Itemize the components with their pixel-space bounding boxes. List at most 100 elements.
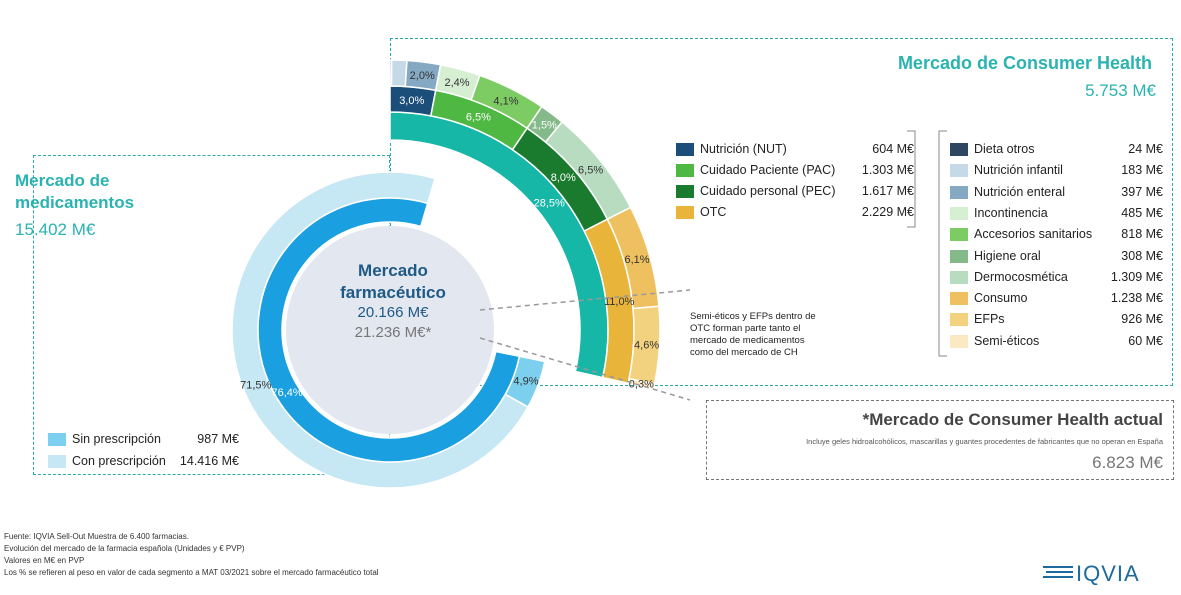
consumer-health-value: 5.753 M€ bbox=[1085, 81, 1156, 100]
legend-swatch bbox=[950, 164, 968, 178]
legend-label: Cuidado Paciente (PAC) bbox=[700, 163, 836, 177]
legend-label: Sin prescripción bbox=[72, 432, 161, 446]
legend-value: 818 M€ bbox=[1121, 227, 1163, 242]
legend-item: Dieta otros 24 M€ bbox=[950, 141, 1165, 159]
legend-item: Higiene oral 308 M€ bbox=[950, 248, 1165, 266]
legend-label: Incontinencia bbox=[974, 205, 1048, 220]
medicamentos-value: 15.402 M€ bbox=[15, 220, 96, 239]
legend-swatch bbox=[950, 313, 968, 327]
center-title-line1: Mercado bbox=[358, 261, 428, 280]
iqvia-logo-icon bbox=[1043, 566, 1073, 578]
legend-value: 1.238 M€ bbox=[1110, 291, 1163, 306]
inner-ring-label-mercado-de-medicamentos: 76,4% bbox=[272, 387, 303, 399]
legend-value: 2.229 M€ bbox=[861, 205, 914, 219]
legend-item: Accesorios sanitarios 818 M€ bbox=[950, 226, 1165, 244]
legend-value: 14.416 M€ bbox=[179, 454, 239, 468]
semi-eticos-note: Semi-éticos y EFPs dentro de OTC forman … bbox=[690, 311, 816, 358]
legend-swatch bbox=[950, 334, 968, 348]
legend-value: 1.309 M€ bbox=[1110, 269, 1163, 284]
middle-ring-label-cuidado-personal-pec: 8,0% bbox=[551, 172, 576, 184]
middle-ring-label-nutricion-nut: 3,0% bbox=[399, 95, 424, 107]
legend-swatch bbox=[950, 143, 968, 156]
outer-ring-label-semi-eticos: 0,3% bbox=[629, 379, 654, 391]
legend-value: 60 M€ bbox=[1128, 333, 1163, 348]
legend-swatch bbox=[676, 185, 694, 198]
legend-item: Nutrición infantil 183 M€ bbox=[950, 162, 1165, 180]
legend-label: Nutrición infantil bbox=[974, 163, 1063, 178]
legend-value: 183 M€ bbox=[1121, 163, 1163, 178]
source-line: Fuente: IQVIA Sell-Out Muestra de 6.400 … bbox=[4, 532, 189, 541]
legend-bracket-main bbox=[907, 130, 916, 228]
legend-label: EFPs bbox=[974, 312, 1005, 327]
legend-label: Consumo bbox=[974, 291, 1028, 306]
legend-swatch bbox=[950, 249, 968, 263]
legend-item: Nutrición enteral 397 M€ bbox=[950, 184, 1165, 202]
legend-swatch bbox=[676, 206, 694, 219]
legend-item: EFPs 926 M€ bbox=[950, 311, 1165, 329]
outer-ring-label-incontinencia: 2,4% bbox=[444, 77, 469, 89]
medicamentos-title-line2: medicamentos bbox=[15, 193, 135, 212]
connector-bottom bbox=[479, 337, 691, 401]
middle-ring-label-otc: 11,0% bbox=[604, 296, 635, 308]
legend-item: Consumo 1.238 M€ bbox=[950, 290, 1165, 308]
legend-value: 485 M€ bbox=[1121, 205, 1163, 220]
outer-ring-label-dermocosmetica: 6,5% bbox=[578, 164, 603, 176]
center-title-line2: farmacéutico bbox=[340, 283, 446, 302]
inner-ring-label-consumer-health: 28,5% bbox=[534, 197, 565, 209]
middle-ring-label-sin-prescripcion: 4,9% bbox=[513, 375, 538, 387]
legend-value: 604 M€ bbox=[872, 142, 914, 156]
legend-swatch bbox=[48, 433, 66, 446]
legend-swatch bbox=[676, 143, 694, 156]
ch-actual-value: 6.823 M€ bbox=[1092, 453, 1163, 472]
center-title: Mercado farmacéutico bbox=[318, 260, 468, 304]
legend-label: Cuidado personal (PEC) bbox=[700, 184, 836, 198]
legend-label: Dermocosmética bbox=[974, 269, 1068, 284]
center-value-actual: 21.236 M€* bbox=[354, 324, 432, 341]
outer-ring-semi-eticos bbox=[627, 377, 656, 390]
legend-label: Nutrición (NUT) bbox=[700, 142, 787, 156]
legend-label: Con prescripción bbox=[72, 454, 166, 468]
outer-ring-label-accesorios-sanitarios: 4,1% bbox=[493, 96, 518, 108]
legend-label: Dieta otros bbox=[974, 142, 1035, 156]
center-disc bbox=[286, 226, 494, 434]
legend-sin-prescripcion: Sin prescripción 987 M€ bbox=[48, 431, 243, 449]
connector-top bbox=[479, 289, 691, 311]
legend-label: OTC bbox=[700, 205, 727, 219]
inner-ring-mercado-de-medicamentos bbox=[257, 197, 521, 463]
source-line: Los % se refieren al peso en valor de ca… bbox=[4, 568, 379, 577]
legend-swatch bbox=[676, 164, 694, 177]
legend-item: Dermocosmética 1.309 M€ bbox=[950, 269, 1165, 287]
legend-value: 1.617 M€ bbox=[861, 184, 914, 198]
legend-value: 987 M€ bbox=[197, 432, 239, 446]
outer-ring-label-efps: 4,6% bbox=[634, 340, 659, 352]
legend-value: 24 M€ bbox=[1128, 142, 1163, 156]
consumer-health-title: Mercado de Consumer Health bbox=[897, 53, 1152, 73]
middle-ring-label-con-prescripcion: 71,5% bbox=[240, 380, 271, 392]
legend-value: 397 M€ bbox=[1121, 184, 1163, 199]
legend-label: Accesorios sanitarios bbox=[974, 227, 1093, 242]
legend-item: OTC 2.229 M€ bbox=[676, 204, 916, 222]
source-line: Valores en M€ en PVP bbox=[4, 556, 85, 565]
legend-swatch bbox=[950, 228, 968, 242]
center-value: 20.166 M€ bbox=[357, 304, 429, 321]
legend-value: 308 M€ bbox=[1121, 248, 1163, 263]
outer-ring-label-higiene-oral: 1,5% bbox=[532, 119, 557, 131]
legend-item: Incontinencia 485 M€ bbox=[950, 205, 1165, 223]
legend-item: Cuidado Paciente (PAC) 1.303 M€ bbox=[676, 162, 916, 180]
legend-item: Nutrición (NUT) 604 M€ bbox=[676, 141, 916, 159]
legend-swatch bbox=[950, 270, 968, 284]
legend-item: Semi-éticos 60 M€ bbox=[950, 333, 1165, 351]
legend-swatch bbox=[950, 206, 968, 220]
iqvia-logo-text: IQVIA bbox=[1076, 561, 1140, 586]
outer-ring-nutricion-infantil bbox=[390, 59, 408, 88]
legend-label: Higiene oral bbox=[974, 248, 1041, 263]
source-line: Evolución del mercado de la farmacia esp… bbox=[4, 544, 245, 553]
sources: Fuente: IQVIA Sell-Out Muestra de 6.400 … bbox=[4, 531, 379, 579]
legend-swatch bbox=[48, 455, 66, 468]
ch-actual-note: Incluye geles hidroalcohólicos, mascaril… bbox=[806, 437, 1163, 446]
legend-swatch bbox=[950, 292, 968, 306]
legend-bracket-sub bbox=[938, 130, 947, 357]
outer-ring-label-nutricion-enteral: 2,0% bbox=[410, 70, 435, 82]
legend-value: 1.303 M€ bbox=[861, 163, 914, 177]
